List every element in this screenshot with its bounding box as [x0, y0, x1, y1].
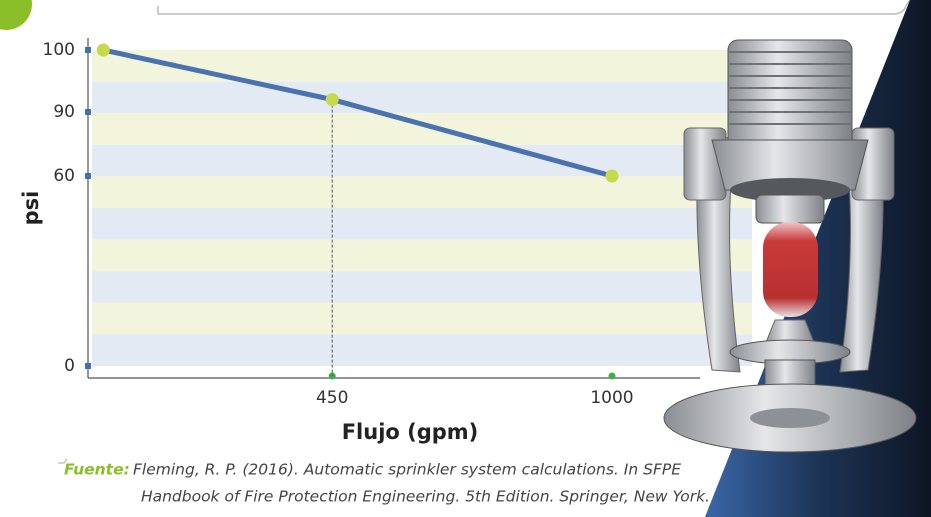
band	[92, 208, 752, 240]
y-tick	[85, 109, 91, 115]
band	[92, 271, 752, 303]
x-tick-label: 1000	[590, 388, 633, 408]
data-point	[605, 169, 619, 183]
y-tick-label: 100	[43, 40, 75, 60]
band	[92, 334, 752, 366]
band	[92, 176, 752, 208]
band	[92, 302, 752, 335]
band	[92, 113, 752, 145]
x-tick-label: 450	[316, 388, 348, 408]
source-line: Fleming, R. P. (2016). Automatic sprinkl…	[133, 461, 681, 479]
data-point	[325, 93, 339, 107]
data-point	[96, 43, 110, 57]
band	[92, 81, 752, 114]
y-axis-title: psi	[19, 191, 43, 226]
source-label: Fuente:	[64, 461, 130, 479]
y-tick-label: 0	[64, 356, 75, 376]
y-tick	[85, 47, 91, 53]
source-line: Handbook of Fire Protection Engineering.…	[141, 488, 710, 506]
y-tick	[85, 363, 91, 369]
band	[92, 50, 752, 82]
band	[92, 239, 752, 272]
background-bands	[92, 50, 752, 366]
band	[92, 144, 752, 177]
decoration	[58, 458, 68, 464]
sprinkler	[663, 39, 917, 453]
y-tick	[85, 173, 91, 179]
y-tick-label: 90	[53, 102, 75, 122]
y-tick-label: 60	[53, 166, 75, 186]
x-axis-title: Flujo (gpm)	[342, 420, 479, 444]
x-tick	[608, 372, 616, 380]
